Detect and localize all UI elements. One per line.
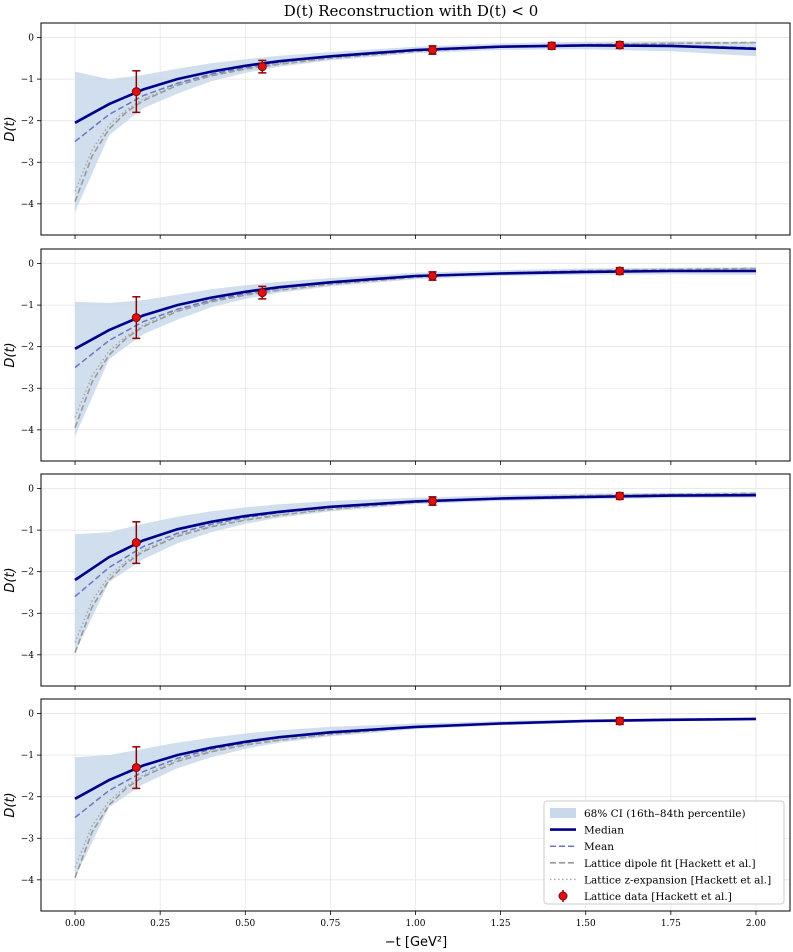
y-tick-label: 0: [28, 34, 34, 44]
legend: 68% CI (16th–84th percentile) Median Mean L…: [543, 800, 785, 905]
x-tick-label: 1.75: [661, 919, 681, 929]
x-tick-label: 1.50: [576, 919, 596, 929]
lattice-zexp-line: [74, 42, 757, 192]
x-tick-label: 0.25: [150, 919, 170, 929]
legend-swatch-band: [550, 808, 576, 818]
legend-label: Mean: [584, 841, 614, 853]
lattice-zexp-line: [74, 493, 757, 643]
chart-title: D(t) Reconstruction with D(t) < 0: [284, 2, 539, 20]
lattice-zexp-line: [74, 268, 757, 418]
y-tick-label: −1: [21, 526, 34, 536]
data-point: [257, 288, 267, 298]
mean-line: [74, 718, 757, 819]
data-point: [131, 313, 141, 323]
legend-label: Lattice dipole fit [Hackett et al.]: [584, 858, 756, 870]
y-tick-label: −4: [21, 876, 35, 886]
y-tick-label: −3: [21, 158, 35, 168]
data-point: [257, 62, 267, 72]
legend-label: Lattice z-expansion [Hackett et al.]: [584, 874, 771, 886]
data-point: [615, 266, 625, 276]
legend-swatch-data: [558, 891, 568, 901]
panel-3: 0 −1 −2 −3 −4 D(t): [3, 473, 791, 690]
data-point: [131, 87, 141, 97]
median-line: [74, 717, 757, 800]
data-point: [428, 45, 438, 55]
y-tick-label: −1: [21, 301, 34, 311]
x-axis-label: −t [GeV²]: [385, 935, 447, 950]
panel-1: 0 −1 −2 −3 −4 D(t): [3, 22, 791, 239]
data-point: [615, 40, 625, 50]
y-tick-label: −2: [21, 568, 34, 578]
median-line: [74, 269, 756, 350]
legend-box: [543, 800, 785, 905]
y-tick-label: 0: [28, 710, 34, 720]
legend-label: 68% CI (16th–84th percentile): [584, 808, 746, 820]
y-tick-label: −2: [21, 343, 34, 353]
data-point: [615, 716, 625, 726]
y-tick-label: −3: [21, 834, 35, 844]
median-line: [74, 493, 757, 582]
mean-line: [74, 44, 757, 143]
data-point: [131, 763, 141, 773]
y-axis-label: D(t): [3, 116, 18, 141]
y-tick-label: −3: [21, 384, 35, 394]
y-axis-label: D(t): [3, 567, 18, 592]
y-tick-label: −3: [21, 609, 35, 619]
y-tick-label: −1: [21, 75, 34, 85]
x-tick-label: 2.00: [746, 919, 766, 929]
median-line: [74, 44, 757, 124]
data-point: [131, 538, 141, 548]
lattice-zexp-line: [74, 718, 757, 868]
y-tick-label: −2: [21, 117, 34, 127]
mean-line: [74, 269, 756, 369]
x-tick-label: 1.25: [491, 919, 511, 929]
y-axis-label: D(t): [3, 792, 18, 817]
data-point: [428, 271, 438, 281]
data-point: [615, 491, 625, 501]
y-tick-label: −2: [21, 793, 34, 803]
y-tick-label: 0: [28, 260, 34, 270]
panels: 0−1−2−3−4D(t)0−1−2−3−4D(t)0−1−2−3−4D(t)0…: [3, 22, 791, 929]
data-point: [547, 41, 557, 51]
x-tick-label: 1.00: [405, 919, 425, 929]
x-tick-label: 0.50: [235, 919, 255, 929]
y-tick-label: −1: [21, 751, 34, 761]
data-point: [428, 496, 438, 506]
y-axis-label: D(t): [3, 342, 18, 367]
x-tick-label: 0.75: [320, 919, 340, 929]
y-tick-label: −4: [21, 651, 35, 661]
legend-label: Median: [584, 825, 624, 837]
y-tick-label: −4: [21, 426, 35, 436]
y-tick-label: 0: [28, 485, 34, 495]
legend-label: Lattice data [Hackett et al.]: [584, 891, 732, 903]
y-tick-label: −4: [21, 200, 35, 210]
x-tick-label: 0.00: [65, 919, 85, 929]
panel-2: 0 −1 −2 −3 −4 D(t): [3, 248, 791, 465]
